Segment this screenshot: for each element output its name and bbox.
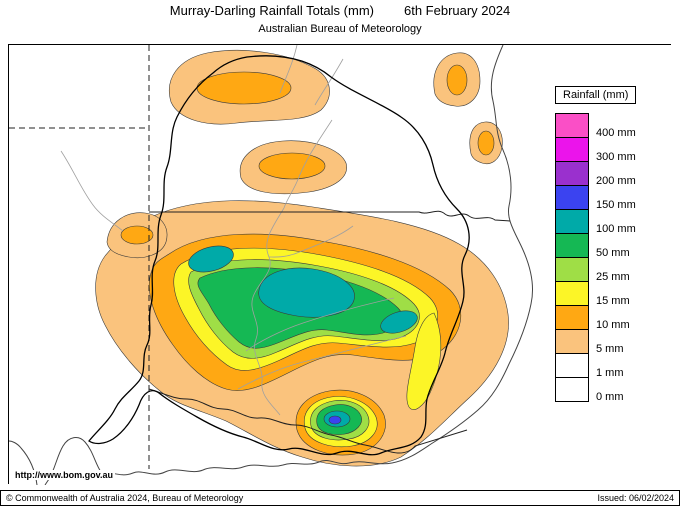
legend-swatch	[555, 233, 589, 258]
rain-region-10mm-north2	[258, 152, 326, 180]
legend-swatch	[555, 185, 589, 210]
legend-item: 1 mm	[555, 353, 667, 379]
page-subtitle: Australian Bureau of Meteorology	[258, 23, 422, 35]
legend-label: 10 mm	[596, 319, 630, 331]
rain-region-10mm-east	[477, 130, 495, 156]
river-murrumbidgee	[237, 335, 407, 390]
border-qld-nsw	[149, 210, 511, 222]
legend-label: 0 mm	[596, 391, 624, 403]
rivers	[60, 45, 407, 416]
legend-rows: 400 mm 300 mm 200 mm 150 mm 100 mm 50 mm…	[555, 113, 667, 403]
legend-label: 1 mm	[596, 367, 624, 379]
river-darling	[251, 207, 285, 416]
rain-region-100mm-west-core	[188, 245, 234, 273]
rainfall-legend: Rainfall (mm) 400 mm 300 mm 200 mm 150 m…	[555, 85, 667, 403]
legend-swatch	[555, 329, 589, 354]
footer-bar: © Commonwealth of Australia 2024, Bureau…	[0, 490, 680, 506]
legend-item: 25 mm	[555, 257, 667, 283]
legend-label: 15 mm	[596, 295, 630, 307]
legend-item: 200 mm	[555, 161, 667, 187]
legend-item: 50 mm	[555, 233, 667, 259]
rain-region-100mm-east-core	[380, 310, 418, 334]
legend-swatch	[555, 377, 589, 402]
legend-label: 100 mm	[596, 223, 636, 235]
murray-darling-basin-outline	[88, 55, 470, 456]
state-borders	[9, 45, 511, 469]
rain-region-10mm-west	[120, 225, 154, 245]
legend-swatch	[555, 305, 589, 330]
bom-url: http://www.bom.gov.au	[13, 470, 115, 480]
legend-item: 5 mm	[555, 329, 667, 355]
river-condamine	[283, 119, 333, 209]
legend-label: 5 mm	[596, 343, 624, 355]
river-lachlan	[245, 297, 395, 352]
legend-title: Rainfall (mm)	[555, 86, 637, 104]
rain-region-100mm-central-core	[258, 267, 355, 318]
legend-label: 300 mm	[596, 151, 636, 163]
issued-text: Issued: 06/02/2024	[597, 493, 674, 503]
legend-swatch	[555, 353, 589, 378]
legend-swatch	[555, 113, 589, 138]
legend-label: 50 mm	[596, 247, 630, 259]
legend-swatch	[555, 209, 589, 234]
legend-item: 150 mm	[555, 185, 667, 211]
river-tributary	[268, 225, 354, 258]
legend-swatch	[555, 257, 589, 282]
legend-label: 200 mm	[596, 175, 636, 187]
legend-label: 400 mm	[596, 127, 636, 139]
basin-boundary	[88, 55, 470, 456]
river-qld-2	[314, 58, 344, 106]
page-title: Murray-Darling Rainfall Totals (mm) 6th F…	[0, 3, 680, 18]
copyright-text: © Commonwealth of Australia 2024, Bureau…	[6, 493, 244, 503]
map-frame: Rainfall (mm) 400 mm 300 mm 200 mm 150 m…	[8, 44, 672, 485]
legend-swatch	[555, 281, 589, 306]
title-date: 6th February 2024	[403, 3, 511, 18]
legend-item: 300 mm	[555, 137, 667, 163]
legend-swatch	[555, 161, 589, 186]
legend-label: 150 mm	[596, 199, 636, 211]
legend-swatch	[555, 137, 589, 162]
river-sa-creek	[60, 150, 124, 232]
rain-region-150mm-victoria-core	[328, 415, 342, 425]
legend-item: 10 mm	[555, 305, 667, 331]
rainfall-bands	[95, 49, 509, 467]
legend-item: 400 mm	[555, 113, 667, 139]
legend-label: 25 mm	[596, 271, 630, 283]
rain-region-10mm-north	[196, 71, 292, 105]
legend-item: 100 mm	[555, 209, 667, 235]
border-nsw-vic-murray	[148, 388, 468, 454]
legend-item: 0 mm	[555, 377, 667, 403]
title-text: Murray-Darling Rainfall Totals (mm)	[169, 3, 374, 18]
legend-item: 15 mm	[555, 281, 667, 307]
rain-region-10mm-northeast	[446, 64, 468, 96]
river-qld-1	[279, 45, 298, 94]
